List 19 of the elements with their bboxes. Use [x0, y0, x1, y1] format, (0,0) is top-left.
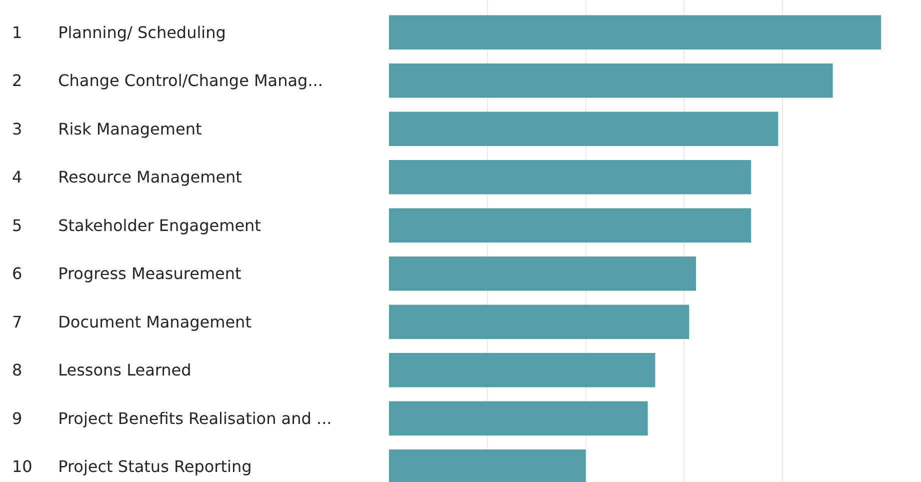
category-label: 6 Progress Measurement: [12, 264, 242, 284]
bar: [389, 256, 696, 291]
category-label: 4 Resource Management: [12, 168, 242, 187]
bar: [389, 15, 881, 50]
bar: [389, 63, 833, 98]
bar: [389, 304, 690, 340]
category-label: 2 Change Control/Change Manag...: [12, 71, 323, 90]
bar: [389, 160, 752, 194]
bar: [389, 401, 648, 436]
category-label: 3 Risk Management: [12, 119, 202, 138]
bar: [389, 353, 656, 388]
category-label: 10 Project Status Reporting: [12, 457, 252, 476]
bar: [389, 208, 752, 243]
category-label: 1 Planning/ Scheduling: [12, 22, 226, 42]
bar: [389, 112, 778, 146]
category-label: 8 Lessons Learned: [12, 360, 192, 380]
category-label: 7 Document Management: [12, 312, 252, 332]
category-label: 5 Stakeholder Engagement: [12, 216, 261, 235]
category-label: 9 Project Benefits Realisation and ...: [12, 408, 332, 428]
